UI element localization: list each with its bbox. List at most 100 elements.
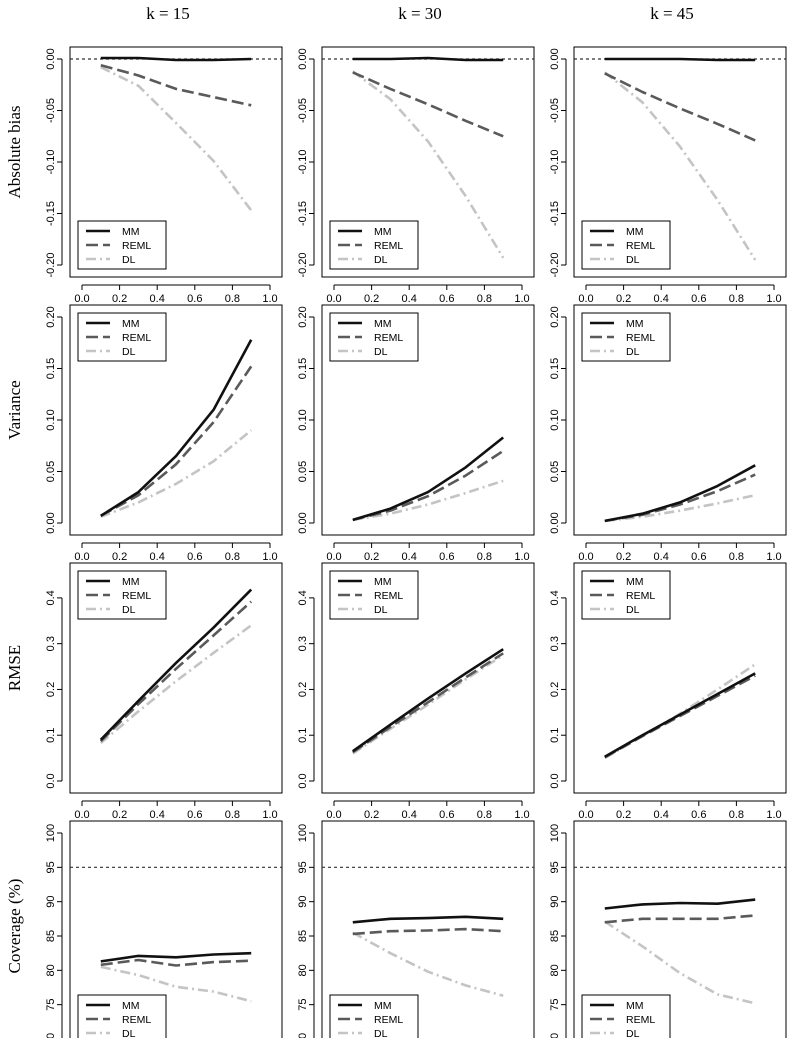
x-tick-label: 0.8 (477, 809, 492, 821)
y-tick-label: -0.10 (297, 149, 309, 174)
legend: MM REML DL (581, 312, 671, 362)
row-label-coverage: Coverage (%) (5, 879, 24, 974)
legend-label-dl: DL (122, 604, 136, 616)
panel-coverage-k-45: 0.00.20.40.60.81.0707580859095100MMREMLD… (549, 820, 787, 1038)
y-tick-label: 0.00 (45, 512, 57, 533)
x-tick-label: 0.4 (402, 293, 417, 305)
y-tick-label: -0.10 (549, 149, 561, 174)
x-tick-label: 1.0 (514, 293, 529, 305)
legend: MM REML DL (77, 570, 167, 620)
x-tick-label: 0.6 (691, 293, 706, 305)
legend-label-dl: DL (626, 254, 640, 266)
x-tick-label: 0.0 (74, 293, 89, 305)
x-tick-label: 0.0 (578, 551, 593, 563)
series-line-reml (604, 72, 756, 142)
series-line-mm (352, 436, 505, 522)
y-tick-label: 0.2 (45, 682, 57, 697)
legend: MM REML DL (329, 994, 419, 1038)
x-tick-label: 0.0 (578, 809, 593, 821)
legend-label-dl: DL (626, 1028, 640, 1038)
column-title-k30: k = 30 (398, 4, 442, 23)
x-tick-label: 0.8 (729, 293, 744, 305)
y-tick-label: 95 (549, 861, 561, 873)
y-tick-label: -0.15 (297, 201, 309, 226)
y-tick-label: 70 (549, 1033, 561, 1038)
series-line-reml (352, 927, 504, 936)
y-tick-label: -0.05 (45, 98, 57, 123)
x-tick-label: 0.8 (729, 809, 744, 821)
y-tick-label: 95 (297, 861, 309, 873)
y-tick-label: 0.20 (45, 306, 57, 327)
series-line-reml (99, 600, 253, 743)
x-tick-label: 0.0 (326, 293, 341, 305)
x-tick-label: 0.4 (654, 809, 669, 821)
x-tick-label: 0.8 (225, 809, 240, 821)
x-tick-label: 1.0 (262, 551, 277, 563)
x-tick-label: 0.4 (654, 293, 669, 305)
x-tick-label: 0.6 (691, 551, 706, 563)
panel-absolute-bias-k-30: 0.0 0.2 0.4 0.6 0.8 1.0 -0.20 -0.15 -0.10 -0.05 0.… (297, 46, 535, 305)
legend-label-dl: DL (122, 254, 136, 266)
legend: MM REML DL (329, 220, 419, 270)
legend-label-dl: DL (122, 1028, 136, 1038)
panel-grid: 0.0 0.2 0.4 0.6 0.8 1.0 -0.20 -0.15 -0.10 -0.05 0.… (45, 46, 787, 1038)
legend-box (77, 994, 167, 1038)
x-tick-label: 0.6 (439, 809, 454, 821)
y-tick-label: 75 (45, 999, 57, 1011)
panel-coverage-k-30: 0.00.20.40.60.81.0707580859095100MMREMLD… (297, 820, 535, 1038)
legend-label-dl: DL (374, 346, 388, 358)
panel-variance-k-15: 0.0 0.2 0.4 0.6 0.8 1.0 0.00 0.05 0.10 0.15 0.20 MM… (45, 304, 283, 563)
plot-frame (69, 304, 283, 536)
legend: MM REML DL (329, 312, 419, 362)
plot-frame (573, 304, 787, 536)
x-tick-label: 0.0 (74, 551, 89, 563)
y-tick-label: 80 (45, 964, 57, 976)
legend-label-mm: MM (122, 1000, 140, 1012)
legend: MM REML DL (77, 312, 167, 362)
legend-label-reml: REML (374, 332, 403, 344)
legend-label-reml: REML (626, 590, 655, 602)
x-tick-label: 0.2 (112, 809, 127, 821)
x-tick-label: 1.0 (766, 809, 781, 821)
legend-label-reml: REML (626, 1014, 655, 1026)
y-tick-label: -0.05 (297, 98, 309, 123)
x-tick-label: 1.0 (766, 551, 781, 563)
y-tick-label: 85 (549, 930, 561, 942)
x-tick-label: 0.0 (326, 809, 341, 821)
y-tick-label: -0.20 (549, 252, 561, 277)
row-label-absolute-bias: Absolute bias (5, 105, 24, 198)
plot-frame (321, 820, 535, 1038)
x-tick-label: 0.2 (112, 293, 127, 305)
y-tick-label: 0.05 (45, 461, 57, 482)
series-line-dl (99, 624, 252, 744)
series-line-reml (604, 473, 756, 523)
legend-label-mm: MM (626, 576, 644, 588)
y-tick-label: 0.0 (45, 773, 57, 788)
legend-label-mm: MM (374, 226, 392, 238)
y-tick-label: 0.10 (297, 409, 309, 430)
x-tick-label: 0.6 (691, 809, 706, 821)
y-tick-label: 0.0 (549, 773, 561, 788)
y-tick-label: -0.15 (549, 201, 561, 226)
x-tick-label: 0.4 (402, 809, 417, 821)
y-tick-label: -0.15 (45, 201, 57, 226)
row-label-variance: Variance (5, 380, 24, 439)
x-tick-label: 0.4 (150, 551, 165, 563)
y-tick-label: 0.3 (297, 636, 309, 651)
series-line-mm (604, 672, 756, 758)
legend-label-reml: REML (122, 1014, 151, 1026)
y-tick-label: 0.4 (45, 590, 57, 605)
x-tick-label: 0.8 (225, 293, 240, 305)
x-tick-label: 0.4 (654, 551, 669, 563)
x-tick-label: 1.0 (766, 293, 781, 305)
x-tick-label: 0.6 (439, 293, 454, 305)
series-line-dl (100, 429, 253, 519)
y-tick-label: 90 (45, 896, 57, 908)
series-line-dl (352, 70, 505, 259)
y-tick-label: 0.05 (297, 461, 309, 482)
x-tick-label: 0.8 (477, 293, 492, 305)
x-tick-label: 0.4 (150, 809, 165, 821)
series-line-reml (352, 652, 504, 754)
series-line-mm (604, 898, 756, 910)
